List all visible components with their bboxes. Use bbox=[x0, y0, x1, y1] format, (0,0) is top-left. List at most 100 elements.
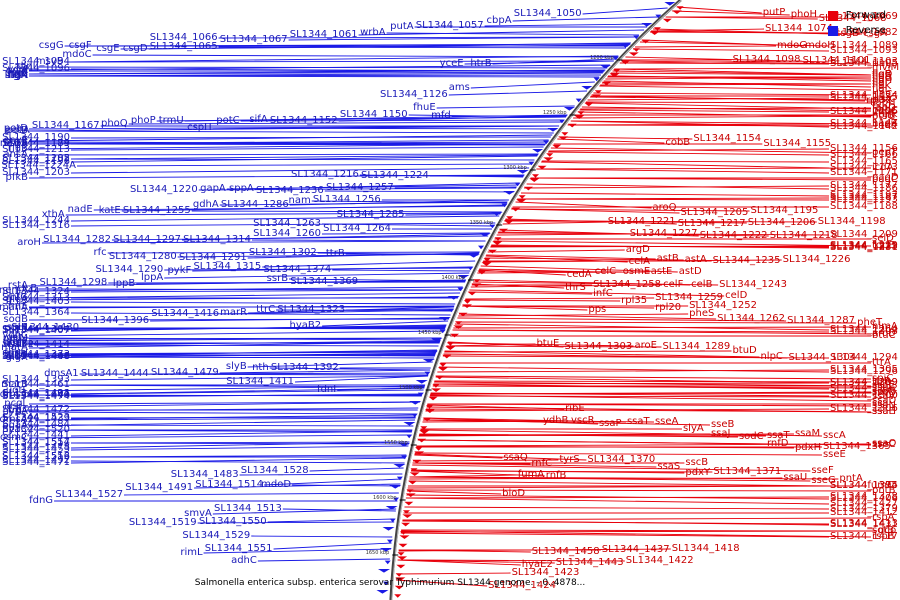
label-leader-line bbox=[577, 111, 872, 118]
label-leader-line bbox=[251, 535, 393, 538]
gene-label: spiC bbox=[872, 373, 893, 384]
forward-feature-arrow bbox=[653, 27, 661, 31]
forward-feature-arrow bbox=[405, 493, 416, 497]
gene-label: hyaB2 bbox=[290, 320, 322, 331]
gene-label: sseG bbox=[811, 475, 835, 486]
label-leader-line bbox=[219, 369, 431, 374]
gene-label: rnfB bbox=[546, 470, 567, 481]
gene-label: potA bbox=[6, 125, 29, 136]
gene-label: SL1344_1441 bbox=[2, 430, 70, 441]
gene-label: holB bbox=[872, 110, 894, 121]
gene-label: SL1344_1484 bbox=[2, 419, 70, 430]
forward-feature-arrow bbox=[453, 325, 464, 329]
label-leader-line bbox=[444, 350, 760, 358]
label-leader-line bbox=[457, 317, 787, 322]
scale-ticks: 1200 kbp 1250 kbp 1300 kbp 1350 kbp 1400 kbp… bbox=[366, 55, 623, 556]
label-leader-line bbox=[70, 55, 619, 63]
label-leader-line bbox=[470, 81, 595, 89]
label-leader-line bbox=[34, 344, 439, 347]
label-leader-line bbox=[64, 60, 614, 63]
forward-feature-arrow bbox=[450, 333, 460, 338]
gene-label: SL1344_1392 bbox=[271, 362, 339, 373]
reverse-feature-arrow bbox=[393, 464, 406, 468]
gene-label: slyA bbox=[683, 423, 704, 434]
gene-label: SL1344_1105 bbox=[830, 58, 898, 69]
label-leader-line bbox=[70, 301, 456, 305]
gene-label: SL1344_1218 bbox=[770, 230, 838, 241]
forward-feature-arrow bbox=[395, 577, 406, 581]
label-leader-line bbox=[177, 253, 479, 258]
gene-label: ssaQ bbox=[503, 452, 528, 463]
gene-label: SL1344_1414 bbox=[2, 339, 70, 350]
gene-label: glgX bbox=[6, 352, 28, 363]
gene-label: marA bbox=[1, 342, 28, 353]
gene-label: ssaT bbox=[627, 416, 651, 427]
gene-label: mdoG bbox=[777, 40, 807, 51]
gene-label: spiA bbox=[872, 386, 893, 397]
forward-feature-arrow bbox=[458, 312, 468, 317]
label-leader-line bbox=[651, 28, 765, 32]
gene-label: SL1344_1243 bbox=[719, 279, 787, 290]
gene-label: rnfE bbox=[8, 301, 28, 312]
forward-feature-arrow bbox=[462, 304, 473, 308]
gene-label: ams bbox=[449, 82, 470, 93]
gene-label: norM bbox=[3, 333, 28, 344]
gene-label: csgG bbox=[39, 40, 64, 51]
gene-label: SL1344_1258 bbox=[593, 279, 661, 290]
gene-label: SL1344_1403 bbox=[2, 296, 70, 307]
gene-label: fumC bbox=[867, 480, 894, 491]
gene-label: SL1344_1103 bbox=[830, 56, 898, 67]
reverse-feature-arrow bbox=[547, 128, 559, 132]
gene-label: SL1344_1309 bbox=[830, 377, 898, 388]
label-leader-line bbox=[408, 480, 830, 487]
gene-label: fhuE bbox=[413, 102, 436, 113]
gene-label: SL1344_1259 bbox=[655, 292, 723, 303]
legend-swatch-reverse bbox=[827, 25, 838, 36]
label-leader-line bbox=[76, 163, 532, 167]
label-leader-line bbox=[484, 257, 684, 261]
reverse-feature-arrow bbox=[382, 527, 395, 531]
label-leader-line bbox=[107, 251, 480, 254]
label-leader-line bbox=[397, 559, 625, 562]
label-leader-line bbox=[417, 439, 872, 446]
gene-label: sscB bbox=[685, 457, 708, 468]
gene-label: SL1344_1404 bbox=[2, 388, 70, 399]
gene-label: ttrB bbox=[326, 248, 345, 259]
label-leader-line bbox=[70, 146, 544, 151]
label-leader-line bbox=[28, 75, 600, 78]
label-leader-line bbox=[639, 41, 830, 47]
gene-label: pdxY bbox=[685, 467, 711, 478]
forward-feature-arrow bbox=[455, 321, 463, 325]
forward-feature-arrow bbox=[558, 136, 569, 140]
label-leader-line bbox=[28, 125, 560, 130]
gene-label: fdnH bbox=[4, 348, 28, 359]
gene-label: mdoH bbox=[805, 40, 835, 51]
gene-label: fumA bbox=[518, 469, 545, 480]
gene-label: SL1344_1286 bbox=[221, 199, 289, 210]
label-leader-line bbox=[585, 101, 872, 104]
scale-tick-label: 1450 kbp bbox=[418, 330, 442, 336]
label-leader-line bbox=[502, 221, 607, 225]
reverse-feature-arrow bbox=[633, 35, 640, 40]
gene-label: SL1344_1422 bbox=[626, 555, 694, 566]
gene-label: sscA bbox=[823, 430, 846, 441]
label-leader-line bbox=[608, 75, 872, 80]
gene-label: flgM bbox=[7, 70, 28, 81]
reverse-feature-arrow bbox=[448, 308, 455, 313]
gene-label: csgB bbox=[835, 28, 859, 39]
forward-feature-arrow bbox=[415, 447, 423, 451]
label-leader-line bbox=[412, 464, 811, 472]
gene-label: pyrC bbox=[5, 68, 28, 79]
gene-label: hyaE2 bbox=[522, 559, 553, 570]
gene-label: ptsG bbox=[872, 111, 895, 122]
label-leader-line bbox=[22, 407, 419, 412]
gene-label: SL1344_1203 bbox=[2, 167, 70, 178]
gene-label: ydhC bbox=[2, 330, 28, 341]
forward-feature-arrow bbox=[402, 510, 410, 514]
gene-label: purB bbox=[4, 136, 28, 147]
label-leader-line bbox=[434, 380, 872, 383]
gene-label: icdA bbox=[872, 162, 894, 173]
label-leader-line bbox=[405, 213, 501, 216]
gene-label: envE bbox=[3, 135, 28, 146]
gene-label: SL1344_1458 bbox=[532, 546, 600, 557]
